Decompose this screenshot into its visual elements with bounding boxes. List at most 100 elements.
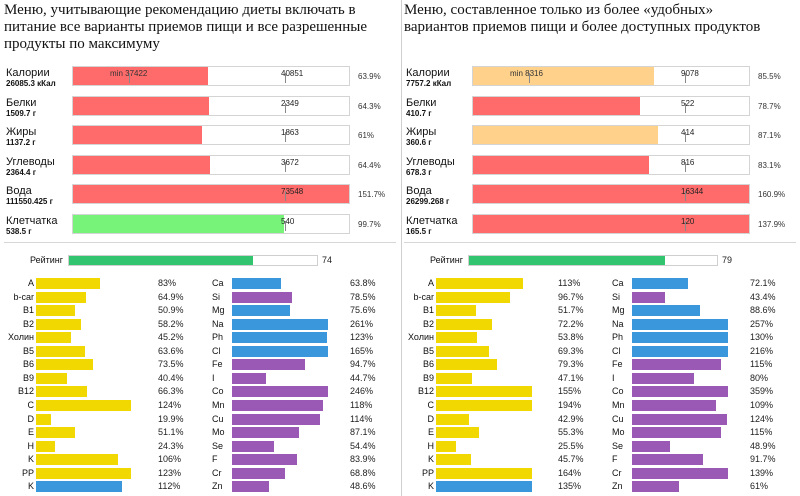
nutrient-percent: 64.4%	[358, 160, 381, 170]
micro-bar	[36, 467, 131, 479]
mineral-row: Cu 114%	[0, 413, 400, 426]
micro-name: B2	[422, 318, 434, 329]
mineral-row: Se 54.4%	[0, 440, 400, 453]
vitamin-row: B9 47.1%	[400, 372, 800, 385]
nutrient-amount: 410.7 г	[406, 108, 432, 118]
mineral-row: Ca 72.1%	[400, 277, 800, 290]
rating-label: Рейтинг	[430, 255, 464, 265]
rating-row: Рейтинг 79	[400, 254, 800, 268]
micro-name: Zn	[212, 481, 223, 492]
vitamin-row: D 19.9%	[0, 413, 400, 426]
micro-name: B6	[422, 359, 434, 370]
micro-name: Co	[212, 386, 224, 397]
panel-title: Меню, учитывающие рекомендацию диеты вкл…	[4, 2, 394, 53]
micro-bar	[436, 481, 532, 493]
micro-bar	[632, 372, 694, 384]
micro-percent: 113%	[558, 278, 581, 288]
nutrient-bar-fill	[73, 214, 285, 233]
micro-bar	[436, 427, 479, 439]
micro-bar	[36, 399, 132, 411]
micro-bar	[36, 427, 76, 439]
nutrient-bar-track: 1863	[72, 125, 350, 145]
nutrient-row: Белки 410.7 г 522 78.7%	[400, 94, 800, 118]
rating-bar-track	[468, 255, 718, 266]
nutrient-bar-fill	[73, 185, 349, 203]
micro-name: I	[212, 372, 215, 383]
nutrient-amount: 111550.425 г	[6, 197, 53, 206]
micro-bar	[632, 427, 721, 439]
nutrient-amount: 1137.2 г	[6, 138, 36, 147]
nutrient-target-tick	[685, 191, 686, 201]
micro-percent: 63.6%	[158, 345, 184, 356]
mineral-row: I 44.7%	[0, 372, 400, 385]
micro-name: D	[27, 413, 35, 424]
micro-name: K	[27, 454, 34, 465]
mineral-row: Fe 94.7%	[0, 358, 400, 371]
panel-divider	[401, 0, 402, 496]
micro-bar	[436, 399, 532, 411]
micro-bar	[232, 413, 320, 425]
nutrient-percent: 78.7%	[758, 101, 781, 111]
nutrient-min-tick	[129, 73, 130, 83]
vitamin-row: D 42.9%	[400, 413, 800, 426]
mineral-row: Cu 124%	[400, 413, 800, 426]
micro-percent: 19.9%	[158, 413, 184, 424]
nutrient-min-label: min 8316	[510, 69, 543, 78]
mineral-row: Cr 68.8%	[0, 467, 400, 480]
micro-bar	[632, 332, 728, 344]
micro-percent: 44.7%	[350, 372, 376, 383]
panel-title-line: продукты по максимуму	[4, 36, 160, 52]
nutrient-target-label: 2349	[281, 98, 299, 108]
nutrient-bar-fill	[473, 155, 650, 174]
micro-bar	[436, 440, 456, 452]
micro-name: H	[27, 440, 35, 451]
micro-bar	[232, 345, 328, 357]
rating-bar-track	[68, 255, 318, 266]
vitamin-row: B2 72.2%	[400, 318, 800, 331]
micro-bar	[232, 440, 274, 452]
nutrient-name: Жиры	[406, 126, 437, 138]
micro-name: B6	[22, 359, 34, 370]
micro-name: Cr	[612, 467, 622, 478]
nutrient-amount: 360.6 г	[406, 138, 432, 147]
mineral-row: Cr 139%	[400, 467, 800, 480]
micro-percent: 94.7%	[350, 359, 376, 370]
micro-bar	[232, 372, 267, 384]
micro-percent: 45.7%	[558, 454, 584, 465]
micro-percent: 83%	[158, 278, 177, 288]
micro-bar	[632, 399, 716, 411]
nutrient-target-tick	[685, 161, 686, 172]
micro-name: Cl	[612, 345, 621, 356]
mineral-row: Co 359%	[400, 385, 800, 398]
micro-percent: 42.9%	[558, 413, 584, 424]
micro-percent: 114%	[350, 413, 373, 424]
micro-name: Cu	[212, 413, 224, 424]
micro-percent: 40.4%	[158, 372, 184, 383]
micro-bar	[36, 345, 85, 357]
micro-bar	[36, 481, 123, 493]
micro-name: B9	[422, 372, 434, 383]
nutrient-target-tick	[685, 132, 686, 142]
nutrient-bar-track: 540	[72, 213, 350, 234]
micro-bar	[436, 278, 523, 289]
micro-name: Se	[212, 440, 224, 451]
nutrient-amount: 1509.7 г	[6, 108, 37, 118]
vitamin-row: B9 40.4%	[0, 372, 400, 385]
nutrient-target-tick	[285, 220, 286, 231]
nutrient-target-label: 73548	[281, 187, 304, 196]
micro-name: Mg	[212, 305, 225, 316]
rating-bar-fill	[469, 256, 665, 265]
nutrient-row: Белки 1509.7 г 2349 64.3%	[0, 94, 400, 118]
micro-bar	[36, 440, 55, 452]
micro-percent: 115%	[750, 359, 773, 370]
nutrient-percent: 151.7%	[358, 190, 386, 199]
micro-bar	[436, 386, 532, 398]
micro-bar	[632, 440, 670, 452]
mineral-row: Zn 61%	[400, 480, 800, 493]
micro-bar	[436, 413, 470, 425]
rating-bar-fill	[69, 256, 253, 265]
vitamin-row: A 113%	[400, 277, 800, 290]
nutrient-name: Углеводы	[406, 155, 455, 168]
vitamin-row: Холин 53.8%	[400, 331, 800, 344]
nutrient-target-label: 9078	[681, 69, 699, 78]
